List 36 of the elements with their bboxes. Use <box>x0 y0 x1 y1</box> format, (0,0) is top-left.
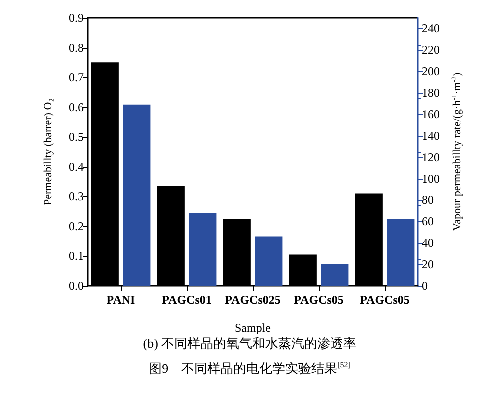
y-tick-label: 0.7 <box>69 70 84 85</box>
y-tick-label: 0.1 <box>69 249 84 264</box>
bar <box>123 104 151 286</box>
x-tick-label: PAGCs05 <box>294 293 344 307</box>
y2-tick-label: 20 <box>422 258 434 272</box>
y2-tick-label: 80 <box>422 193 434 208</box>
y-tick-label: 0.2 <box>69 219 84 234</box>
text: (b) 不同样品的氧气和水蒸汽的渗透率 <box>143 336 357 351</box>
y-tick-label: 0.3 <box>69 190 84 204</box>
y-tick-label: 0.8 <box>69 40 84 55</box>
x-tick-label: PAGCs01 <box>162 293 212 307</box>
bar <box>321 264 349 286</box>
bar <box>255 236 283 286</box>
x-tick-label: PANI <box>106 293 136 307</box>
y-tick-label: 0.6 <box>69 100 84 114</box>
y2-tick-label: 60 <box>422 214 434 229</box>
y-tick-label: 0.4 <box>69 160 84 174</box>
y-tick-label: 0.5 <box>69 130 84 144</box>
bar <box>387 220 415 286</box>
y2-tick-label: 120 <box>422 150 440 164</box>
y2-tick-label: 180 <box>422 86 440 100</box>
x-tick-label: PAGCs025 <box>225 293 281 307</box>
bar <box>189 213 217 286</box>
y-tick-label: 0.9 <box>69 11 84 25</box>
y2-tick-label: 160 <box>422 107 440 122</box>
y-axis-title: Permeabillty (barrer) O₂ <box>42 98 54 206</box>
y2-tick-label: 240 <box>422 22 440 36</box>
x-axis-title: Sample <box>235 321 271 335</box>
y-tick-label: 0.0 <box>69 279 84 293</box>
y2-tick-label: 0 <box>422 279 428 293</box>
y2-tick-label: 40 <box>422 236 434 250</box>
y2-tick-label: 140 <box>422 128 440 143</box>
y2-tick-label: 220 <box>422 43 440 58</box>
y2-tick-label: 100 <box>422 172 440 186</box>
x-tick-label: PAGCs05 <box>360 293 410 307</box>
y2-tick-label: 200 <box>422 64 440 79</box>
